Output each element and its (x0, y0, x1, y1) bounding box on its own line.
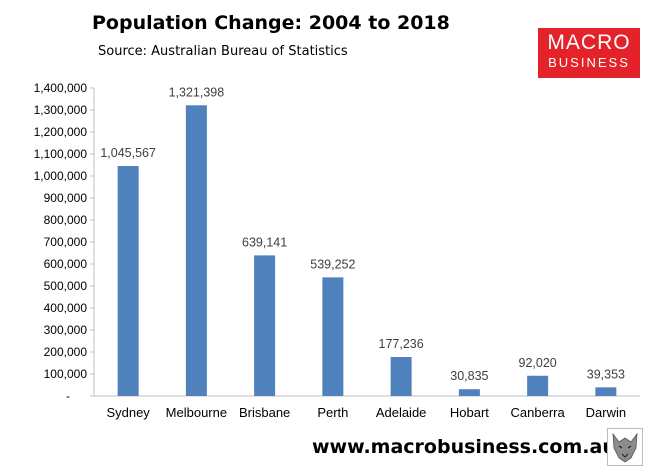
data-label: 1,045,567 (100, 146, 156, 160)
data-label: 177,236 (379, 337, 424, 351)
bar (254, 255, 276, 396)
x-tick-label: Hobart (450, 405, 489, 420)
chart-subtitle: Source: Australian Bureau of Statistics (98, 44, 348, 59)
y-tick-label: 800,000 (44, 213, 88, 227)
data-label: 1,321,398 (169, 85, 225, 99)
bar (527, 375, 549, 396)
logo-line-1: MACRO (547, 31, 631, 54)
bar (390, 357, 412, 396)
y-tick-label: 1,100,000 (34, 147, 88, 161)
data-label: 30,835 (450, 369, 488, 383)
x-tick-label: Sydney (106, 405, 150, 420)
y-tick-label: 500,000 (44, 279, 88, 293)
footer-url: www.macrobusiness.com.au (312, 436, 616, 458)
x-tick-label: Melbourne (166, 405, 227, 420)
label-layer: 1,045,567 Sydney 1,321,398 Melbourne 639,141… (100, 85, 626, 420)
y-tick-label: 200,000 (44, 345, 88, 359)
wolf-icon (607, 428, 643, 466)
bar (185, 105, 207, 396)
x-tick-label: Canberra (511, 405, 566, 420)
x-tick-label: Perth (317, 405, 348, 420)
y-tick-label: 100,000 (44, 367, 88, 381)
y-tick-label: - (66, 389, 70, 403)
data-label: 92,020 (519, 356, 557, 370)
chart-title: Population Change: 2004 to 2018 (92, 12, 450, 34)
data-label: 39,353 (587, 367, 625, 381)
x-tick-label: Darwin (586, 405, 626, 420)
data-label: 539,252 (310, 257, 355, 271)
bar (117, 165, 139, 396)
y-tick-label: 600,000 (44, 257, 88, 271)
x-tick-label: Brisbane (239, 405, 290, 420)
bar (458, 389, 480, 396)
macro-business-logo: MACRO BUSINESS (538, 28, 640, 78)
data-label: 639,141 (242, 235, 287, 249)
y-tick-label: 1,300,000 (34, 103, 88, 117)
x-tick-label: Adelaide (376, 405, 427, 420)
y-tick-label: 400,000 (44, 301, 88, 315)
bar (322, 277, 344, 396)
y-tick-label: 900,000 (44, 191, 88, 205)
bar-layer (117, 105, 617, 396)
bar (595, 387, 617, 396)
axis-layer: - 100,000 200,000 300,000 400,000 500,000 600,… (34, 81, 640, 403)
y-tick-label: 700,000 (44, 235, 88, 249)
y-tick-label: 1,000,000 (34, 169, 88, 183)
y-tick-label: 1,400,000 (34, 81, 88, 95)
y-tick-label: 1,200,000 (34, 125, 88, 139)
y-tick-label: 300,000 (44, 323, 88, 337)
logo-line-2: BUSINESS (548, 55, 630, 70)
